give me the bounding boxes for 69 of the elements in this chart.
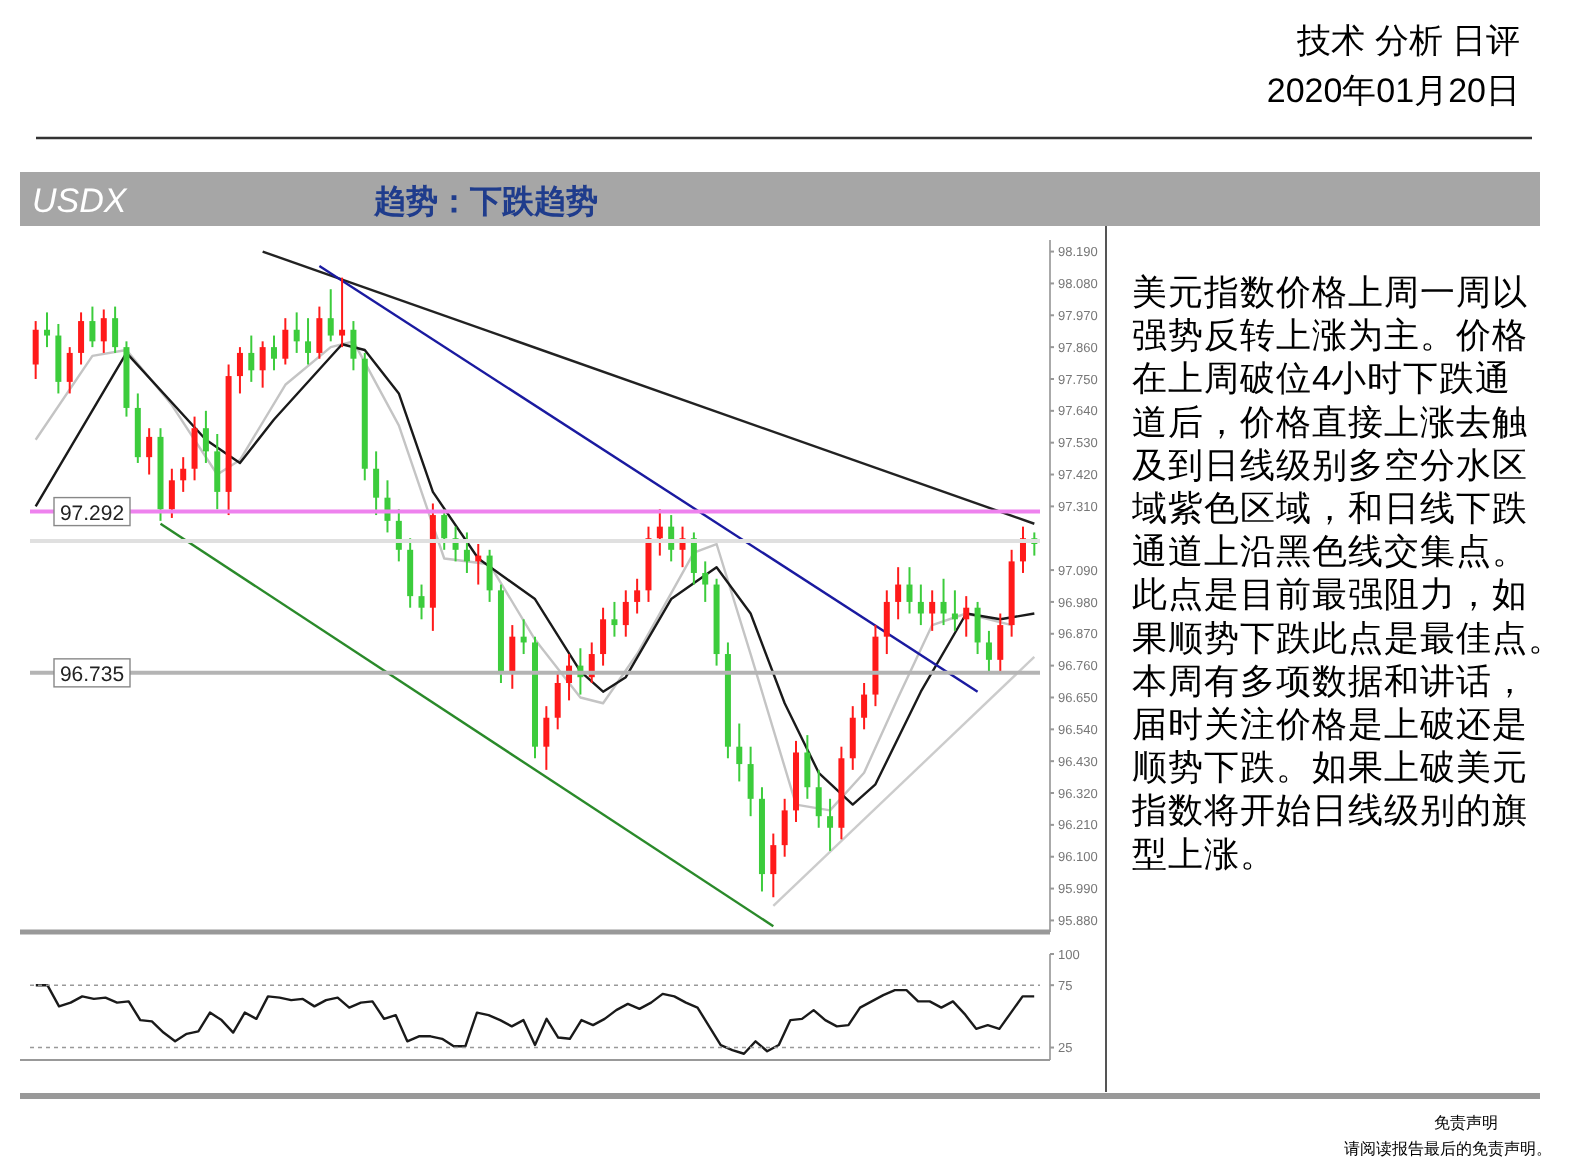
candlestick — [622, 589, 629, 638]
candlestick — [202, 409, 209, 464]
candlestick — [543, 705, 550, 771]
candlestick — [861, 682, 868, 731]
candlestick — [32, 320, 39, 380]
candlestick — [339, 276, 346, 349]
candlestick — [702, 560, 709, 603]
candlestick — [906, 566, 913, 615]
candlestick — [89, 305, 96, 349]
candlestick — [600, 606, 607, 667]
candlestick — [191, 415, 198, 482]
chart-title: USDX — [32, 182, 128, 220]
candlestick — [815, 768, 822, 829]
ref-line-label: 97.292 — [59, 501, 125, 526]
candlestick — [350, 320, 357, 372]
candlestick — [985, 629, 992, 673]
candlestick — [78, 311, 85, 366]
candlestick — [168, 467, 175, 519]
candlestick — [509, 624, 516, 690]
candlestick — [282, 317, 289, 366]
candlestick — [804, 734, 811, 800]
candlestick — [781, 797, 788, 858]
candlestick — [849, 705, 856, 771]
candlestick — [963, 595, 970, 638]
chart-subtitle: 趋势：下跌趋势 — [372, 184, 598, 220]
candlestick — [418, 583, 425, 621]
ref-line-label: 96.735 — [59, 662, 125, 687]
candlestick — [100, 308, 107, 354]
candlestick — [611, 600, 618, 638]
text: 请阅读报告最后的免责声明。 — [1344, 1140, 1552, 1158]
candlestick — [66, 346, 73, 395]
candlestick — [486, 548, 493, 603]
candlestick — [316, 305, 323, 360]
text: 免责声明 — [1434, 1114, 1498, 1132]
candlestick — [44, 311, 51, 349]
candlestick — [259, 340, 266, 389]
candlestick — [917, 583, 924, 627]
candlestick — [940, 577, 947, 627]
candlestick — [895, 566, 902, 621]
candlestick — [929, 589, 936, 632]
candlestick — [463, 531, 470, 574]
candlestick — [146, 427, 153, 476]
candlestick — [112, 305, 119, 354]
candlestick — [305, 317, 312, 366]
line-series — [34, 983, 1036, 1055]
candlestick — [248, 334, 255, 383]
candlestick — [827, 797, 834, 852]
candlestick — [747, 745, 754, 818]
candlestick — [270, 334, 277, 372]
candlestick — [180, 456, 187, 493]
candlestick — [441, 508, 448, 551]
candlestick — [997, 612, 1004, 673]
text: 2020年01月20日 — [1266, 72, 1520, 110]
candlestick — [554, 670, 561, 731]
text: 美元指数价格上周一周以强势反转上涨为主。价格在上周破位4小时下跌通道后，价格直接上涨去触及到日线级别多空分水区域紫色区域，和日线下跌通道上沿黑色线交集点。此点是目前最强阻力，如果顺势下跌此点是最佳点。本周有多项数据和讲话，届时关注价格是上破还是顺势下跌。如果上破美元指数将开始日线级别的旗型上涨。 — [1132, 272, 1564, 874]
candlestick — [407, 537, 414, 609]
candlestick — [373, 450, 380, 517]
candlestick — [770, 832, 777, 899]
candlestick — [55, 322, 62, 395]
candlestick — [974, 600, 981, 656]
candlestick — [327, 288, 334, 343]
candlestick — [214, 432, 221, 511]
candlestick — [736, 722, 743, 783]
candlestick — [634, 577, 641, 615]
candlestick — [293, 311, 300, 354]
text: 技术 分析 日评 — [1295, 22, 1520, 60]
candlestick — [236, 346, 243, 395]
candlestick — [656, 508, 663, 557]
candlestick — [883, 589, 890, 656]
